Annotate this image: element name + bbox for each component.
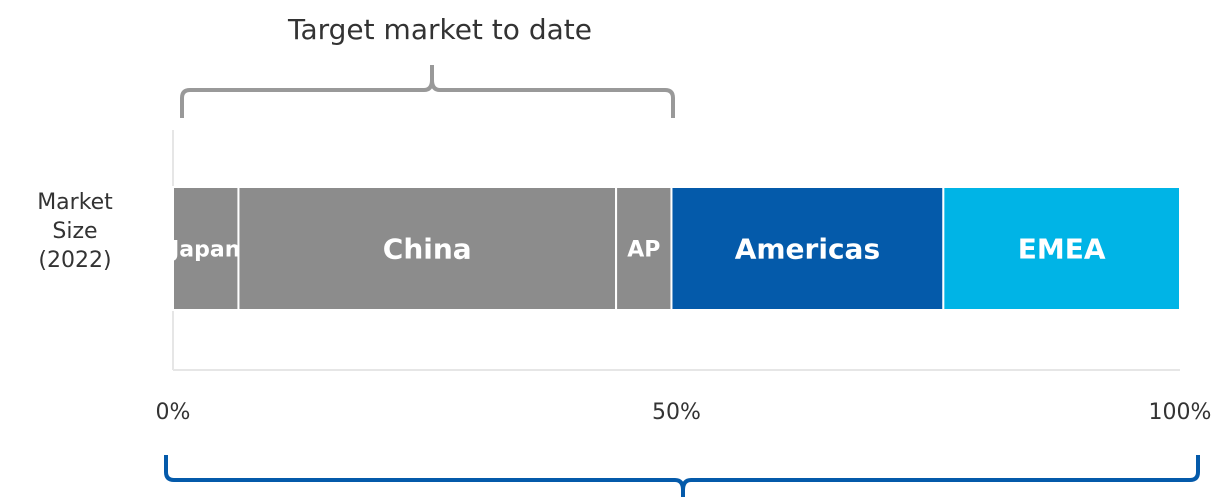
- x-tick-label: 50%: [652, 400, 701, 425]
- segment-label: Japan: [169, 238, 240, 263]
- annotation: Target market to date: [287, 13, 592, 46]
- x-tick-label: 100%: [1149, 400, 1212, 425]
- bar-segment: [237, 186, 618, 311]
- segment-label: Americas: [735, 233, 880, 266]
- x-tick-label: 0%: [156, 400, 191, 425]
- target-bracket: [180, 65, 675, 118]
- total-bracket: [164, 455, 1200, 497]
- bar-segment: [615, 186, 673, 311]
- segment-label: EMEA: [1018, 233, 1106, 266]
- category-label: Market Size (2022): [37, 190, 113, 273]
- segment-label: AP: [627, 238, 660, 263]
- bar-segment: [942, 186, 1181, 311]
- bar-segment: [670, 186, 945, 311]
- segment-label: China: [383, 233, 472, 266]
